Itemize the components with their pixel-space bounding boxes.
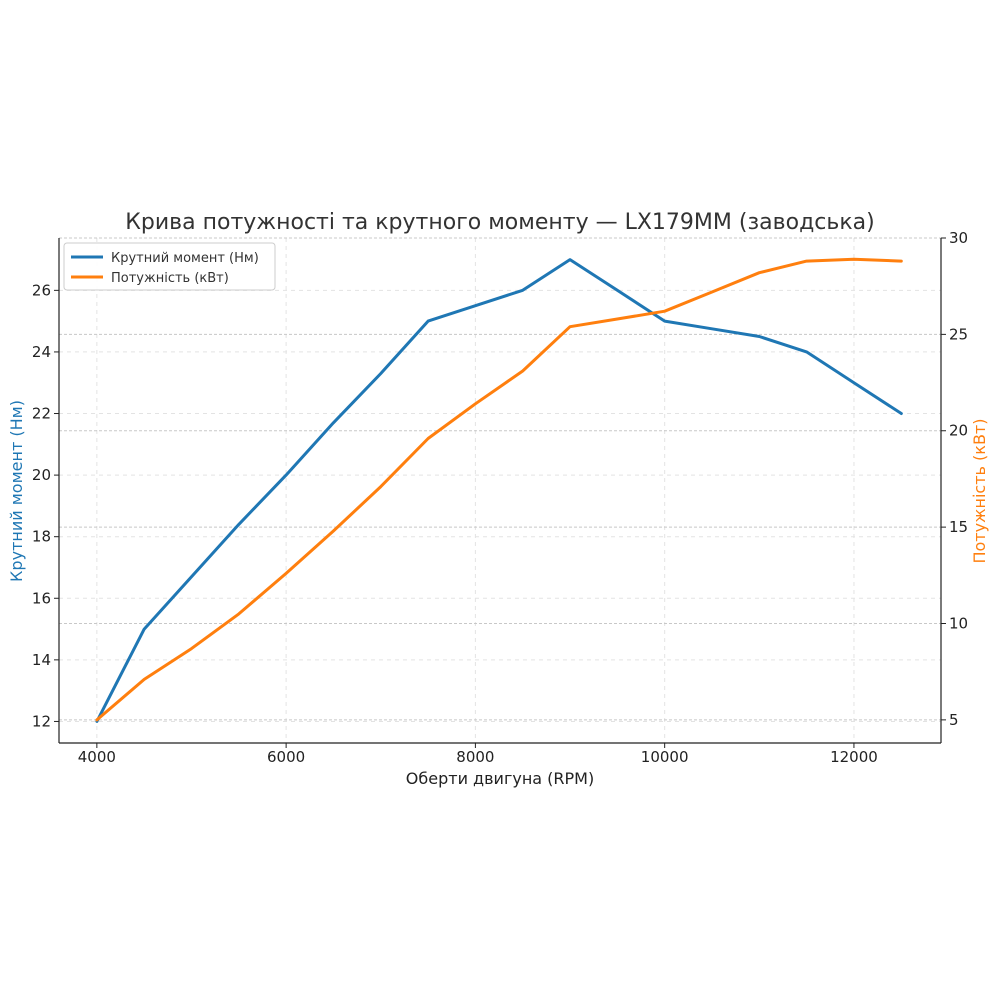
y-left-tick-label: 12 xyxy=(32,712,51,730)
series-lines xyxy=(95,257,903,723)
y-left-tick-label: 26 xyxy=(32,281,51,299)
torque-series-line xyxy=(95,258,903,723)
power-series-line xyxy=(95,257,903,722)
y-right-tick-label: 20 xyxy=(949,422,968,440)
x-tick-label: 10000 xyxy=(641,748,689,766)
y-left-tick-label: 18 xyxy=(32,528,51,546)
x-tick-label: 12000 xyxy=(830,748,878,766)
grid-lines xyxy=(59,237,941,743)
y-right-tick-label: 5 xyxy=(949,711,959,729)
y-left-tick-label: 22 xyxy=(32,405,51,423)
legend: Крутний момент (Нм) Потужність (кВт) xyxy=(63,242,276,291)
x-tick-label: 4000 xyxy=(78,748,116,766)
legend-label-power: Потужність (кВт) xyxy=(111,271,229,286)
x-tick-label: 8000 xyxy=(456,748,494,766)
y-left-tick-label: 20 xyxy=(32,466,51,484)
y-right-tick-label: 30 xyxy=(949,229,968,247)
y-axis-title-left: Крутний момент (Нм) xyxy=(7,400,26,582)
y-axis-title-right: Потужність (кВт) xyxy=(970,418,989,563)
legend-box xyxy=(63,242,276,291)
y-right-tick-label: 25 xyxy=(949,325,968,343)
chart-title: Крива потужності та крутного моменту — L… xyxy=(125,210,874,235)
y-left-tick-label: 14 xyxy=(32,651,51,669)
x-tick-label: 6000 xyxy=(267,748,305,766)
y-right-tick-label: 15 xyxy=(949,518,968,536)
axes xyxy=(54,237,946,748)
tick-labels: 4000 6000 8000 10000 12000 12 14 16 18 20 22 24 26 5 1… xyxy=(32,229,968,766)
y-left-tick-label: 24 xyxy=(32,343,51,361)
legend-label-torque: Крутний момент (Нм) xyxy=(111,251,259,266)
y-right-tick-label: 10 xyxy=(949,614,968,632)
x-axis-title: Оберти двигуна (RPM) xyxy=(406,769,594,788)
y-left-tick-label: 16 xyxy=(32,589,51,607)
